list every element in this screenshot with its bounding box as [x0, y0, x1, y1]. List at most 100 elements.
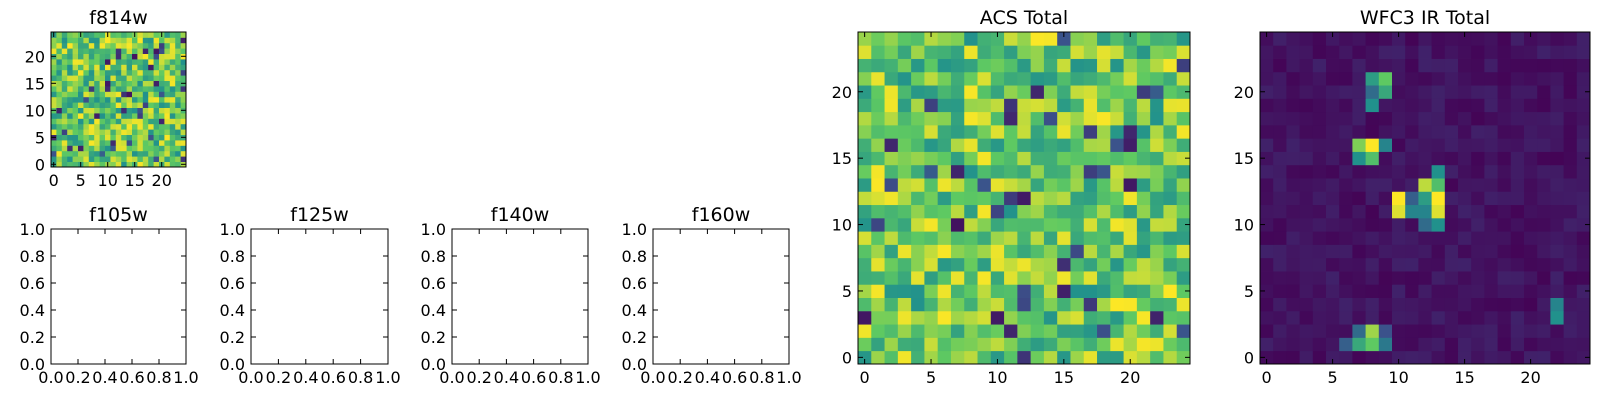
f814w-cell: [72, 140, 79, 146]
wfc3-ir-total-cell: [1484, 310, 1498, 325]
wfc3-ir-total-cell: [1563, 204, 1578, 219]
acs-total-cell: [1136, 231, 1151, 245]
f814w-cell: [159, 140, 165, 146]
acs-total-cell: [990, 138, 1005, 152]
wfc3-ir-total-cell: [1444, 85, 1459, 99]
acs-total-cell: [964, 324, 978, 338]
f814w-cell: [132, 134, 138, 141]
wfc3-ir-total-cell: [1418, 45, 1432, 59]
wfc3-ir-total-cell: [1286, 32, 1300, 46]
acs-total-cell: [871, 244, 885, 259]
wfc3-ir-total-cell: [1537, 217, 1551, 232]
f814w-cell: [99, 118, 106, 125]
wfc3-ir-total-cell: [1563, 297, 1578, 312]
wfc3-ir-total-cell: [1576, 337, 1591, 352]
wfc3-ir-total-cell: [1405, 217, 1419, 232]
f814w-cell: [132, 96, 138, 103]
wfc3-ir-total-cell: [1312, 257, 1327, 272]
f814w-cell: [137, 145, 144, 152]
f814w-cell: [88, 86, 95, 92]
acs-total-cell: [1030, 297, 1045, 312]
f814w-cell: [132, 123, 138, 130]
wfc3-ir-total-cell: [1365, 111, 1380, 126]
wfc3-ir-total-cell: [1471, 284, 1485, 298]
wfc3-ir-total-cell: [1458, 151, 1472, 166]
acs-total-cell: [1110, 350, 1124, 365]
wfc3-ir-total-cell: [1378, 71, 1393, 86]
acs-total-cell: [1017, 85, 1032, 99]
wfc3-ir-total-cell: [1563, 337, 1578, 352]
f125w-xtick-label: 1.0: [375, 368, 400, 387]
wfc3-ir-total-cell: [1471, 350, 1485, 365]
f814w-cell: [67, 42, 73, 49]
f814w-cell: [110, 32, 117, 38]
acs-total-cell: [1043, 124, 1058, 139]
wfc3-ir-total-cell: [1365, 32, 1380, 46]
acs-total-cell: [884, 284, 899, 298]
f814w-cell: [142, 80, 149, 87]
acs-total-cell: [1017, 111, 1032, 126]
wfc3-ir-total-cell: [1352, 138, 1366, 152]
wfc3-ir-total-cell: [1458, 98, 1472, 113]
acs-total-cell: [924, 191, 939, 206]
acs-total-cell: [964, 164, 978, 179]
acs-total-cell: [1070, 58, 1085, 73]
wfc3-ir-total-cell: [1405, 151, 1419, 166]
wfc3-ir-total-cell: [1431, 191, 1446, 206]
acs-total-cell: [937, 297, 952, 312]
acs-total-cell: [1136, 164, 1151, 179]
f814w-cell: [142, 129, 149, 135]
acs-total-cell: [1097, 32, 1111, 46]
acs-total-cell: [1163, 204, 1178, 219]
acs-total-cell: [1057, 45, 1071, 59]
f814w-cell: [175, 161, 181, 168]
acs-total-cell: [924, 257, 939, 272]
f814w-cell: [126, 150, 133, 157]
wfc3-ir-total-cell: [1392, 32, 1406, 46]
f814w-cell: [169, 150, 176, 157]
f814w-cell: [121, 140, 127, 146]
f814w-cell: [67, 96, 73, 103]
f814w-cell: [164, 123, 171, 130]
f814w-cell: [56, 134, 63, 141]
f814w-cell: [67, 102, 73, 108]
wfc3-ir-total-cell: [1326, 271, 1340, 285]
acs-total-cell: [1150, 350, 1164, 365]
acs-total-cell: [937, 284, 952, 298]
acs-total-cell: [990, 310, 1005, 325]
wfc3-ir-total-cell: [1497, 71, 1512, 86]
wfc3-ir-total-cell: [1484, 244, 1498, 259]
acs-total-cell: [1123, 284, 1138, 298]
f814w-cell: [153, 91, 160, 98]
acs-total-cell: [1136, 204, 1151, 219]
acs-total-cell: [1070, 85, 1085, 99]
f814w-cell: [78, 53, 84, 60]
wfc3-ir-total-cell: [1299, 111, 1314, 126]
acs-total-cell: [924, 45, 939, 59]
f814w-cell: [78, 107, 84, 114]
f814w-cell: [180, 145, 187, 152]
acs-total-cell: [1070, 138, 1085, 152]
wfc3-ir-total-cell: [1497, 257, 1512, 272]
f814w-cell: [132, 140, 138, 146]
wfc3-ir-total-cell: [1273, 204, 1287, 219]
f814w-cell: [110, 64, 117, 71]
f814w-cell: [175, 129, 181, 135]
acs-total-cell: [1030, 85, 1045, 99]
f814w-cell: [180, 91, 187, 98]
f814w-cell: [175, 96, 181, 103]
f814w-cell: [67, 161, 73, 168]
wfc3-ir-total-cell: [1484, 271, 1498, 285]
f814w-cell: [110, 42, 117, 49]
acs-total-ytick-label: 20: [832, 83, 852, 102]
acs-total-cell: [1097, 204, 1111, 219]
f814w-cell: [137, 96, 144, 103]
f814w-cell: [121, 53, 127, 60]
f814w-cell: [99, 107, 106, 114]
wfc3-ir-total-cell: [1510, 151, 1525, 166]
acs-total-cell: [924, 271, 939, 285]
wfc3-ir-total-cell: [1458, 85, 1472, 99]
wfc3-ir-total-cell: [1392, 191, 1406, 206]
wfc3-ir-total-cell: [1576, 45, 1591, 59]
wfc3-ir-total-cell: [1378, 45, 1393, 59]
